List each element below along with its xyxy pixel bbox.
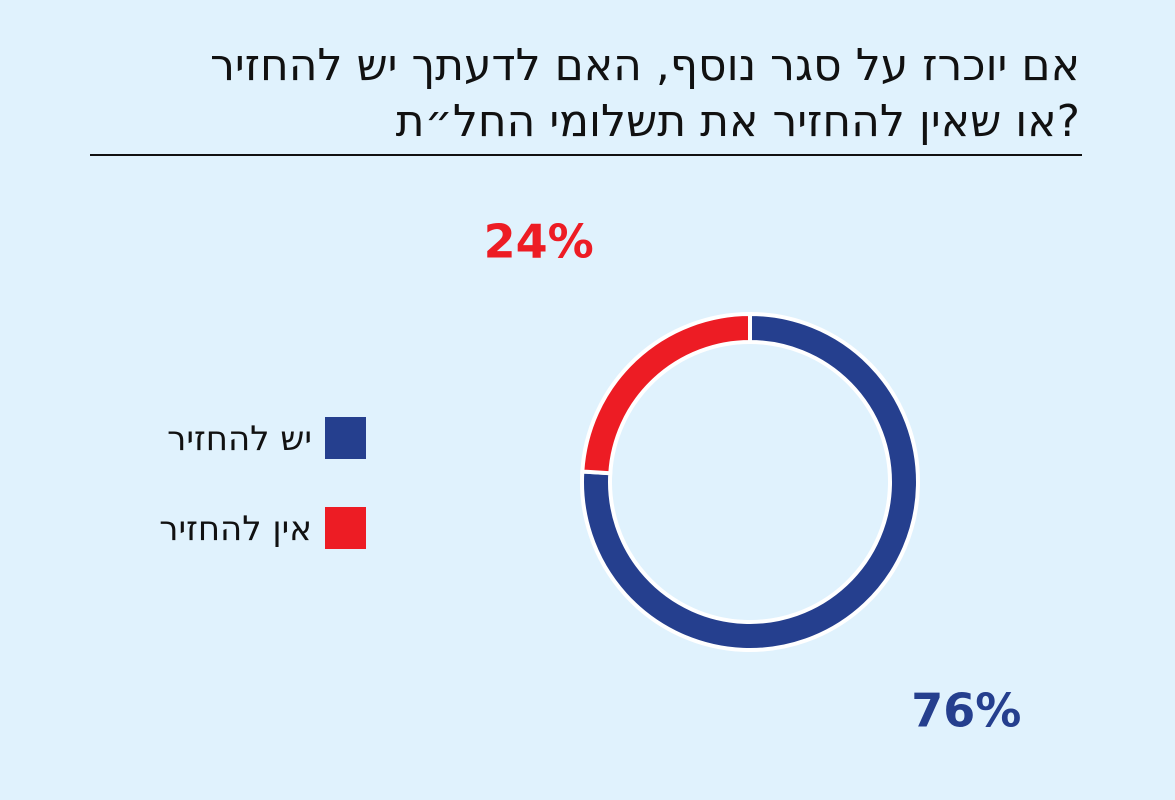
donut-segment [580, 311, 752, 476]
data-label: 24% [484, 214, 594, 268]
legend-label: אין להחזיר [159, 509, 312, 549]
donut-segment [580, 311, 920, 652]
chart-title: או שאין להחזיר את תשלומי החל״ת? [396, 96, 1080, 147]
legend-swatch [325, 507, 366, 549]
chart-title: אם יוכרז על סגר נוסף, האם לדעתך יש להחזי… [210, 40, 1080, 91]
legend-label: יש להחזיר [167, 419, 312, 459]
data-label: 76% [911, 684, 1021, 738]
legend-swatch [325, 417, 366, 459]
